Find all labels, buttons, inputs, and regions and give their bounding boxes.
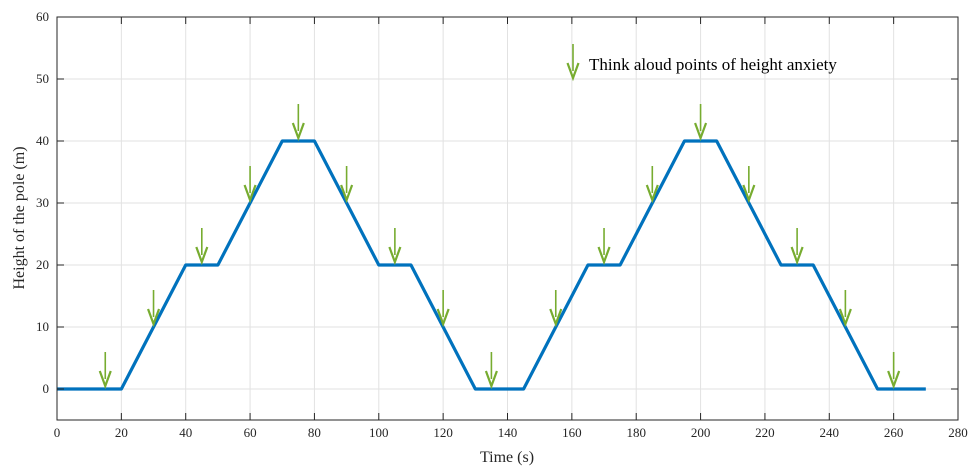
think-aloud-marker	[484, 352, 498, 390]
think-aloud-marker	[549, 290, 563, 328]
x-tick-label: 100	[369, 425, 389, 440]
series-layer	[57, 139, 926, 391]
legend: Think aloud points of height anxiety	[566, 44, 837, 82]
x-axis-label: Time (s)	[480, 449, 534, 466]
y-axis-label: Height of the pole (m)	[11, 146, 28, 289]
y-axis-tick-labels: 0 10 20 30 40 50 60	[36, 9, 49, 396]
y-tick-label: 40	[36, 133, 49, 148]
x-tick-label: 160	[562, 425, 582, 440]
pole-height-line	[57, 139, 926, 391]
think-aloud-marker	[243, 166, 257, 204]
think-aloud-marker	[645, 166, 659, 204]
y-tick-label: 30	[36, 195, 49, 210]
x-tick-label: 220	[755, 425, 775, 440]
x-tick-label: 240	[820, 425, 840, 440]
think-aloud-marker	[838, 290, 852, 328]
legend-down-arrow-icon	[566, 44, 580, 82]
x-tick-label: 20	[115, 425, 128, 440]
think-aloud-marker	[98, 352, 112, 390]
legend-arrow-icon	[566, 44, 580, 82]
think-aloud-marker	[340, 166, 354, 204]
marker-layer	[98, 104, 901, 390]
think-aloud-marker	[147, 290, 161, 328]
think-aloud-marker	[597, 228, 611, 266]
y-tick-label: 50	[36, 71, 49, 86]
x-tick-label: 60	[244, 425, 257, 440]
x-tick-label: 80	[308, 425, 321, 440]
axis-ticks	[56, 16, 959, 420]
think-aloud-marker	[694, 104, 708, 142]
legend-entry-think-aloud: Think aloud points of height anxiety	[589, 55, 837, 74]
x-tick-label: 200	[691, 425, 711, 440]
x-tick-label: 180	[626, 425, 646, 440]
think-aloud-marker	[291, 104, 305, 142]
x-tick-label: 0	[54, 425, 61, 440]
y-tick-label: 10	[36, 319, 49, 334]
think-aloud-marker	[790, 228, 804, 266]
think-aloud-marker	[887, 352, 901, 390]
x-tick-label: 120	[433, 425, 453, 440]
x-tick-label: 260	[884, 425, 904, 440]
y-tick-label: 60	[36, 9, 49, 24]
y-tick-label: 20	[36, 257, 49, 272]
x-axis-tick-labels: 0 20 40 60 80 100 120 140 160 180 200 220 240 260 280	[54, 425, 968, 440]
x-tick-label: 140	[498, 425, 518, 440]
x-tick-label: 280	[948, 425, 968, 440]
think-aloud-marker	[195, 228, 209, 266]
y-tick-label: 0	[43, 381, 50, 396]
x-tick-label: 40	[179, 425, 192, 440]
think-aloud-marker	[436, 290, 450, 328]
think-aloud-marker	[388, 228, 402, 266]
think-aloud-marker	[742, 166, 756, 204]
